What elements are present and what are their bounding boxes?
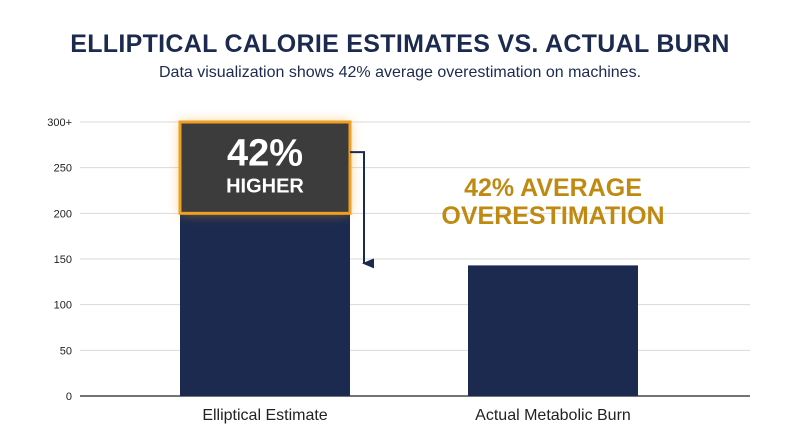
x-category-label: Actual Metabolic Burn <box>475 407 631 424</box>
annotation-line: OVERESTIMATION <box>441 202 664 230</box>
y-tick-label: 250 <box>54 163 72 175</box>
chart-title: ELLIPTICAL CALORIE ESTIMATES VS. ACTUAL … <box>70 30 730 58</box>
y-tick-label: 100 <box>54 300 72 312</box>
highlight-percent-label: 42% <box>227 133 303 175</box>
y-tick-label: 50 <box>60 345 72 357</box>
chart-subtitle: Data visualization shows 42% average ove… <box>158 64 642 81</box>
y-tick-label: 200 <box>54 208 72 220</box>
y-tick-label: 0 <box>66 391 72 403</box>
bar-elliptical-estimate <box>180 213 350 396</box>
down-arrow <box>350 151 374 269</box>
highlight-higher-label: HIGHER <box>226 176 304 198</box>
annotation-line: 42% AVERAGE <box>464 174 642 202</box>
bar-actual-metabolic-burn <box>468 265 638 396</box>
x-category-label: Elliptical Estimate <box>202 407 327 424</box>
y-tick-label: 150 <box>54 254 72 266</box>
y-tick-label: 300+ <box>47 117 72 129</box>
highlight-segment <box>178 120 352 215</box>
